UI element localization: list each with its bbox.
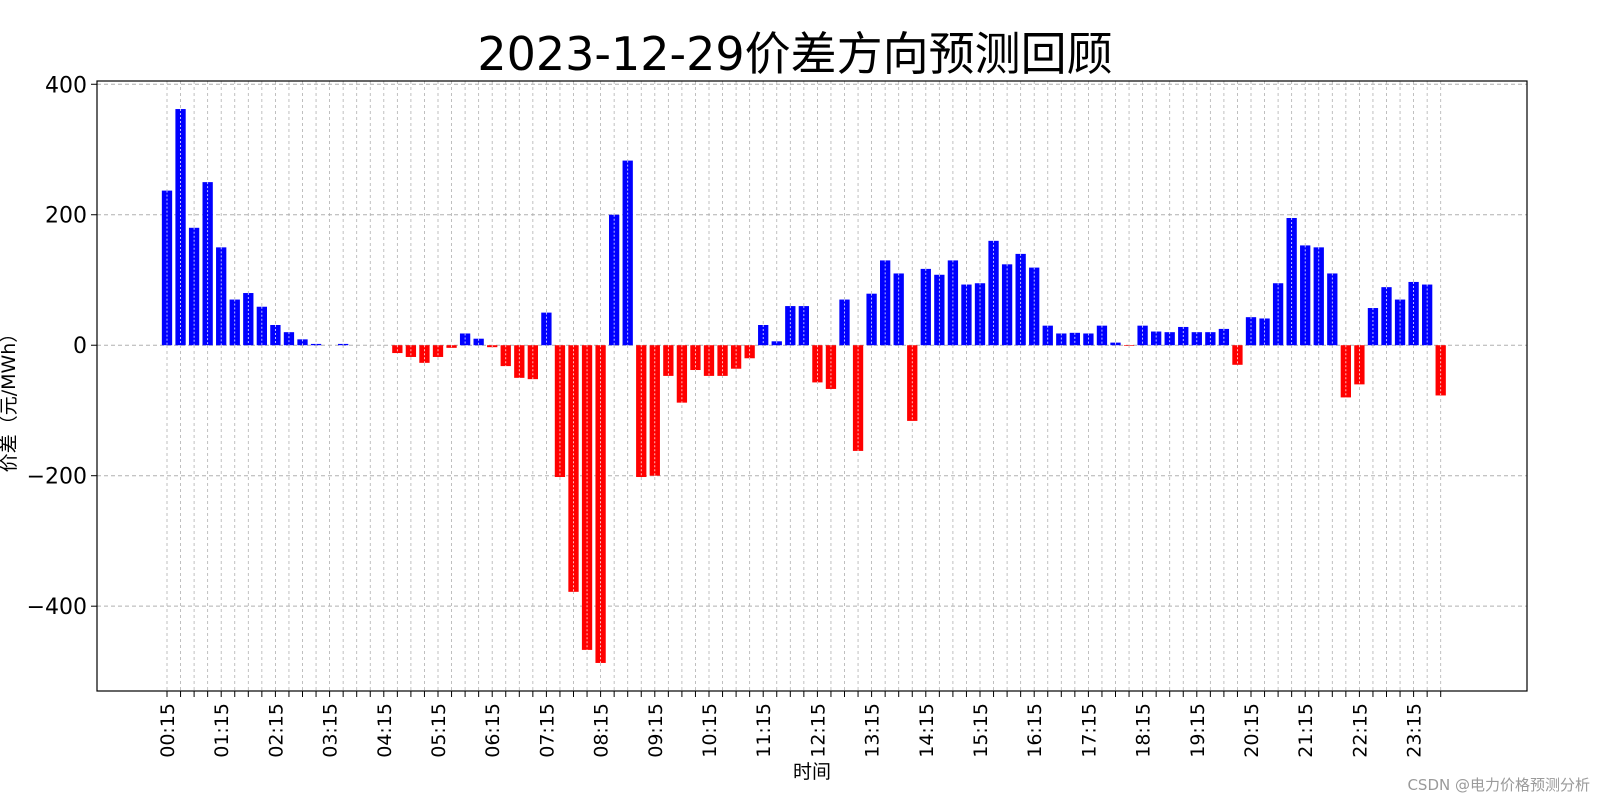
x-tick-label: 09:15 <box>645 703 667 758</box>
bar <box>473 338 484 346</box>
x-tick-label: 23:15 <box>1404 703 1426 758</box>
bar <box>1354 345 1365 385</box>
bar <box>1327 273 1338 346</box>
bar <box>703 345 715 376</box>
x-tick-label: 01:15 <box>211 703 233 758</box>
bar <box>812 345 823 383</box>
bar <box>893 273 904 346</box>
bar <box>785 306 796 346</box>
bar <box>188 227 200 346</box>
x-tick-label: 10:15 <box>699 703 721 758</box>
bar <box>758 325 769 346</box>
bar <box>256 306 267 346</box>
bar <box>392 345 403 354</box>
bar <box>297 339 308 346</box>
x-axis-label: 时间 <box>793 761 831 783</box>
bar <box>283 332 295 346</box>
y-tick-label: −400 <box>27 595 87 620</box>
chart-title: 2023-12-29价差方向预测回顾 <box>477 27 1112 81</box>
x-tick-label: 15:15 <box>970 703 992 758</box>
x-tick-label: 02:15 <box>265 703 287 758</box>
y-tick-label: −200 <box>27 465 87 490</box>
bar <box>839 299 850 346</box>
bar <box>243 293 254 346</box>
x-tick-label: 08:15 <box>591 703 613 758</box>
bar <box>1272 283 1284 346</box>
bar <box>880 260 891 346</box>
bar <box>1069 332 1080 346</box>
x-tick-label: 20:15 <box>1241 703 1263 758</box>
bar <box>1029 267 1040 346</box>
bar <box>920 268 931 346</box>
plot-area-frame <box>96 80 1528 692</box>
bar <box>175 109 186 346</box>
watermark: CSDN @电力价格预测分析 <box>1407 776 1590 794</box>
x-tick-label: 07:15 <box>536 703 558 758</box>
bar <box>1422 284 1433 346</box>
bars <box>161 109 1446 663</box>
bar <box>947 260 959 346</box>
bar <box>974 283 986 346</box>
x-tick-label: 17:15 <box>1078 703 1100 758</box>
bar <box>798 306 809 346</box>
bar <box>1394 299 1406 346</box>
x-tick-label: 11:15 <box>753 703 775 758</box>
grid-lines <box>97 81 1527 691</box>
x-tick-label: 12:15 <box>807 703 829 758</box>
bar <box>1340 345 1351 398</box>
bar <box>1367 308 1379 346</box>
x-tick-label: 06:15 <box>482 703 504 758</box>
x-tick-label: 19:15 <box>1187 703 1209 758</box>
y-tick-label: 0 <box>73 334 87 359</box>
bar <box>1245 317 1257 346</box>
x-tick-label: 13:15 <box>862 703 884 758</box>
bar <box>1151 331 1162 346</box>
bar <box>730 345 742 369</box>
y-axis-label: 价差（元/MWh） <box>0 324 20 473</box>
x-tick-label: 22:15 <box>1349 703 1371 758</box>
bar <box>270 325 281 346</box>
y-tick-label: 200 <box>45 204 87 229</box>
bar <box>500 345 511 367</box>
y-axis-ticks: 400 200 0 −200 −400 <box>27 73 97 620</box>
x-tick-label: 18:15 <box>1133 703 1155 758</box>
bar <box>1408 281 1419 346</box>
bar <box>229 299 240 346</box>
x-tick-label: 03:15 <box>320 703 342 758</box>
bar <box>1286 218 1297 346</box>
x-tick-label: 21:15 <box>1295 703 1317 758</box>
x-axis-ticks: 00:15 01:15 02:15 03:15 04:15 05:15 06:15 07:15… <box>157 691 1442 758</box>
x-tick-label: 04:15 <box>374 703 396 758</box>
bar <box>568 345 579 592</box>
bar <box>717 345 728 376</box>
bar <box>744 345 755 359</box>
bar <box>663 345 674 376</box>
bar <box>1191 332 1202 346</box>
y-tick-label: 400 <box>45 73 87 98</box>
bar <box>595 345 606 663</box>
bar <box>1164 332 1175 346</box>
x-tick-label: 14:15 <box>916 703 938 758</box>
x-tick-label: 05:15 <box>428 703 450 758</box>
bar <box>1205 332 1216 346</box>
x-tick-label: 00:15 <box>157 703 179 758</box>
bar <box>961 284 972 346</box>
bar <box>934 274 945 346</box>
x-tick-label: 16:15 <box>1024 703 1046 758</box>
